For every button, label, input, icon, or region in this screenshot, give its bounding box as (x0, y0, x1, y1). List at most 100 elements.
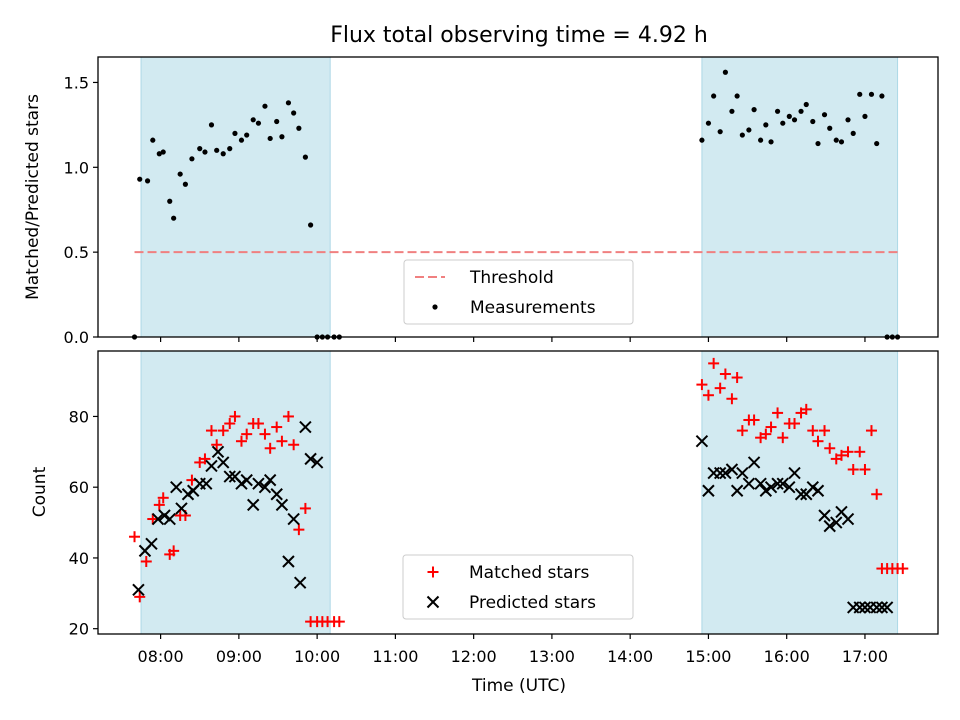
measurement-point (177, 171, 183, 177)
matched-star-marker (259, 428, 271, 440)
predicted-star-marker (310, 456, 324, 469)
measurement-point (156, 151, 162, 157)
measurement-point (803, 101, 809, 108)
matched-star-marker (427, 566, 439, 578)
predicted-star-marker (217, 456, 230, 469)
predicted-star-marker (145, 537, 158, 551)
measurement-point (220, 151, 226, 157)
predicted-star-marker (163, 512, 176, 526)
matched-star-marker (719, 368, 731, 380)
matched-star-marker (299, 502, 311, 514)
measurement-point (182, 181, 188, 187)
matched-star-marker (865, 425, 877, 437)
measurement-point (845, 117, 851, 123)
predicted-star-marker (811, 484, 825, 497)
predicted-star-marker (736, 466, 749, 480)
measurement-point (774, 108, 781, 114)
predicted-star-marker (304, 452, 317, 466)
predicted-star-marker (788, 466, 801, 480)
matched-star-marker (282, 410, 294, 422)
measurement-point (291, 110, 297, 116)
x-tick-label: 14:00 (607, 647, 653, 666)
predicted-star-marker (742, 477, 756, 490)
predicted-star-marker (794, 488, 808, 501)
matched-star-marker (229, 410, 241, 422)
matched-star-marker (854, 446, 866, 458)
legend-entry-label: Threshold (469, 268, 554, 288)
predicted-star-marker (223, 470, 236, 483)
measurement-point (739, 132, 745, 138)
measurement-point (308, 222, 314, 228)
legend-box (402, 554, 634, 620)
predicted-star-marker (282, 555, 295, 568)
measurement-point (734, 93, 740, 99)
measurement-point (244, 132, 250, 138)
bottom-panel: 20 40 60 80 08:00 09:00 10:00 11:00 12:00 13:00 1… (30, 350, 939, 696)
measurement-point (838, 139, 845, 145)
predicted-star-marker (247, 498, 260, 512)
measurement-point (815, 140, 821, 147)
matched-star-marker (859, 464, 871, 476)
measurement-point (189, 156, 195, 162)
matched-star-marker (807, 425, 819, 437)
measurement-point (763, 122, 769, 128)
measurement-point (274, 118, 280, 125)
matched-star-marker (264, 442, 276, 454)
y-tick-label: 1.5 (64, 73, 89, 92)
matched-star-marker (819, 425, 831, 437)
predicted-star-marker (158, 509, 171, 522)
measurement-point (214, 147, 220, 153)
top-legend: Threshold Measurements (403, 259, 634, 325)
predicted-star-marker (258, 480, 272, 494)
measurement-point (827, 125, 833, 131)
matched-star-marker (765, 421, 777, 433)
measurement-point (879, 93, 885, 99)
matched-star-marker (897, 563, 909, 575)
predicted-star-marker (235, 477, 248, 490)
predicted-star-marker (719, 466, 732, 480)
matched-star-marker (748, 414, 760, 426)
matched-star-marker (772, 407, 784, 419)
predicted-star-marker (764, 480, 778, 494)
measurement-point (758, 137, 764, 143)
predicted-star-marker (818, 509, 831, 522)
predicted-star-marker (151, 512, 165, 526)
matched-star-marker (205, 425, 217, 437)
matched-star-marker (134, 591, 146, 603)
observing-interval-shade (140, 350, 331, 635)
measurement-point (780, 120, 786, 126)
top-panel-frame (97, 56, 939, 338)
matched-star-marker (842, 446, 854, 458)
x-tick-label: 12:00 (451, 647, 497, 666)
measurement-point (137, 176, 143, 182)
matched-star-marker (777, 432, 789, 444)
measurement-point (227, 146, 233, 152)
measurement-point (722, 69, 728, 75)
legend-entry-label: Predicted stars (469, 593, 596, 613)
predicted-star-marker (211, 445, 225, 459)
measurement-point (296, 125, 302, 131)
measurement-point (791, 117, 798, 123)
matched-star-marker (789, 418, 801, 430)
x-tick-label: 09:00 (216, 647, 262, 666)
y-tick-label: 0.0 (64, 328, 89, 347)
legend-measurement-swatch (432, 304, 438, 310)
predicted-star-marker (841, 512, 855, 526)
matched-star-marker (211, 439, 223, 451)
predicted-star-marker (270, 488, 283, 501)
predicted-star-marker (205, 459, 218, 473)
measurement-point (285, 100, 292, 106)
matched-star-marker (252, 418, 264, 430)
x-tick-label: 10:00 (294, 647, 340, 666)
matched-star-marker (333, 616, 345, 628)
predicted-star-marker (858, 601, 872, 614)
predicted-star-marker (771, 477, 784, 490)
measurement-point (857, 91, 863, 97)
matched-star-marker (812, 435, 824, 447)
predicted-star-marker (725, 463, 739, 476)
measurement-point (238, 137, 245, 143)
measurement-point (711, 93, 717, 99)
y-tick-label: 0.5 (64, 243, 89, 262)
chart-title: Flux total observing time = 4.92 h (330, 23, 708, 48)
matched-star-marker (871, 488, 883, 500)
